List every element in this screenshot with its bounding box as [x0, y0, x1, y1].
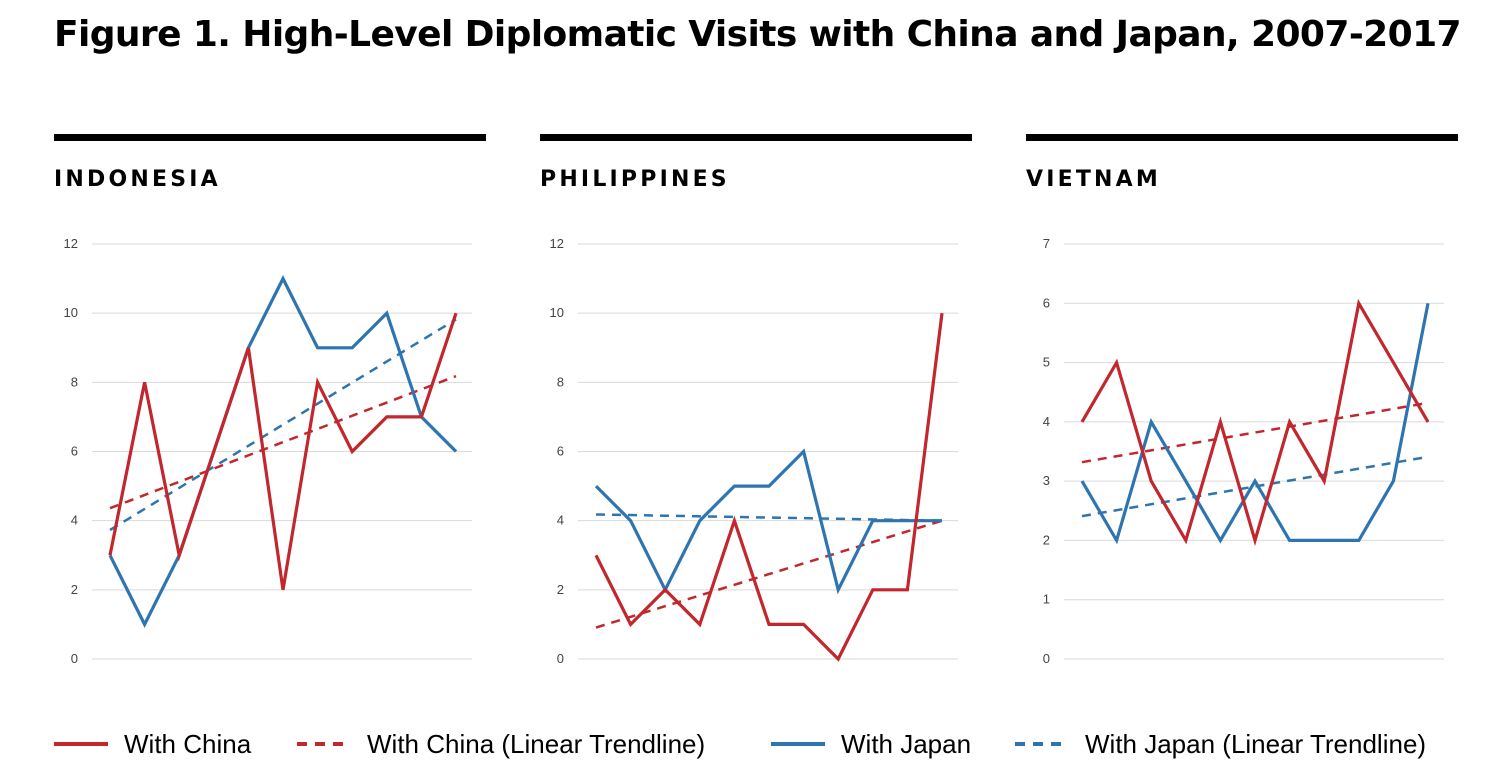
legend-item-japan: With Japan — [771, 726, 971, 762]
legend-label: With Japan — [841, 728, 972, 759]
legend-swatch-dashed-blue — [1015, 742, 1069, 746]
legend-label: With Japan (Linear Trendline) — [1085, 728, 1427, 759]
legend-swatch-dashed-red — [297, 742, 351, 746]
y-tick-label: 4 — [1043, 414, 1050, 429]
japan-series-line — [1080, 302, 1430, 545]
y-tick-label: 12 — [550, 236, 564, 251]
y-tick-label: 10 — [64, 305, 78, 320]
panel-title: INDONESIA — [54, 167, 221, 192]
legend-swatch-solid-blue — [771, 742, 825, 746]
china-trendline — [109, 374, 457, 510]
china-series-line — [108, 312, 458, 591]
y-tick-label: 2 — [71, 582, 78, 597]
y-tick-label: 1 — [1043, 592, 1050, 607]
y-tick-label: 4 — [557, 513, 564, 528]
china-series-line — [1080, 298, 1430, 547]
panel-title: VIETNAM — [1026, 167, 1161, 192]
y-tick-label: 0 — [557, 651, 564, 666]
japan-trendline — [109, 318, 457, 532]
japan-series-line — [594, 448, 942, 595]
y-tick-label: 2 — [1043, 532, 1050, 547]
legend-item-china-trendline: With China (Linear Trendline) — [297, 726, 705, 762]
legend-swatch-solid-red — [54, 742, 108, 746]
panel-title: PHILIPPINES — [540, 167, 730, 192]
y-tick-label: 10 — [550, 305, 564, 320]
panel-vietnam: VIETNAM 0 1 2 3 4 5 6 7 — [1026, 134, 1458, 694]
y-tick-label: 5 — [1043, 355, 1050, 370]
japan-trendline — [1081, 455, 1429, 518]
panel-divider — [1026, 134, 1458, 141]
panel-divider — [540, 134, 972, 141]
y-tick-label: 6 — [557, 444, 564, 459]
panel-philippines: PHILIPPINES 0 2 4 6 8 10 12 — [540, 134, 972, 694]
y-tick-label: 2 — [557, 582, 564, 597]
y-tick-label: 7 — [1043, 236, 1050, 251]
y-tick-label: 4 — [71, 513, 78, 528]
china-series-line — [594, 313, 944, 662]
y-tick-label: 6 — [71, 444, 78, 459]
y-tick-label: 8 — [71, 374, 78, 389]
chart-vietnam: 0 1 2 3 4 5 6 7 — [1043, 236, 1444, 666]
china-trendline — [595, 519, 943, 629]
legend-label: With China (Linear Trendline) — [367, 728, 706, 759]
panel-divider — [54, 134, 486, 141]
figure-title: Figure 1. High-Level Diplomatic Visits w… — [54, 14, 1462, 55]
legend-label: With China — [124, 728, 252, 759]
y-tick-label: 8 — [557, 374, 564, 389]
y-tick-label: 0 — [71, 651, 78, 666]
chart-philippines: 0 2 4 6 8 10 12 — [550, 236, 958, 666]
panel-indonesia: INDONESIA 0 2 4 6 8 10 12 — [54, 134, 486, 694]
y-tick-label: 0 — [1043, 651, 1050, 666]
y-tick-label: 12 — [64, 236, 78, 251]
y-tick-label: 3 — [1043, 473, 1050, 488]
china-trendline — [1081, 401, 1429, 464]
legend-item-japan-trendline: With Japan (Linear Trendline) — [1015, 726, 1426, 762]
japan-series-line — [108, 275, 458, 628]
chart-indonesia: 0 2 4 6 8 10 12 — [64, 236, 472, 666]
legend-item-china: With China — [54, 726, 251, 762]
y-tick-label: 6 — [1043, 295, 1050, 310]
